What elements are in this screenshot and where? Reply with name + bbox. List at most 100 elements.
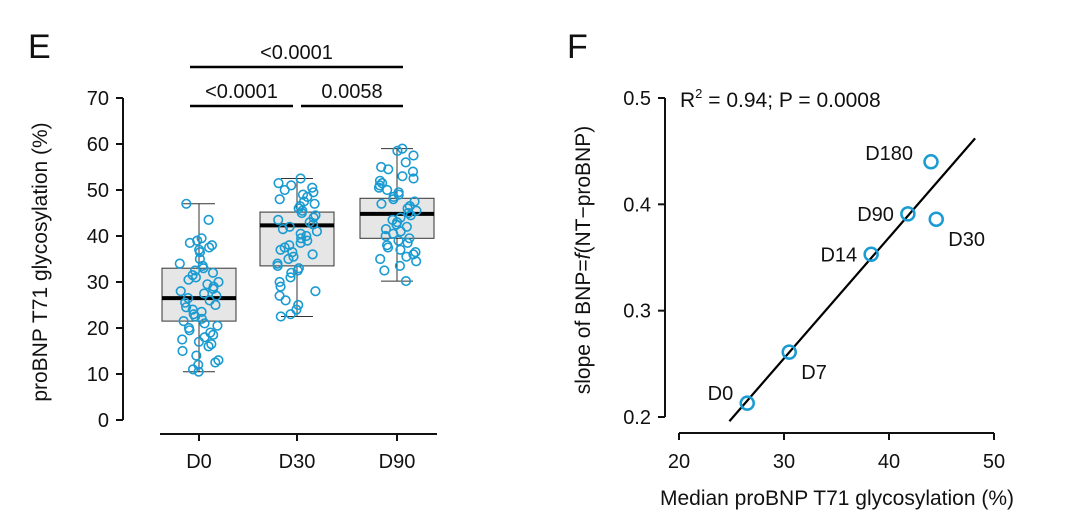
significance-label: 0.0058 bbox=[321, 81, 382, 103]
x-tick-label: 20 bbox=[668, 451, 690, 473]
data-point bbox=[397, 143, 408, 154]
data-point bbox=[184, 237, 195, 248]
point-label: D90 bbox=[857, 204, 894, 226]
y-label-part-1: slope of BNP= bbox=[572, 259, 595, 394]
x-tick-label: D0 bbox=[186, 451, 212, 473]
y-tick-label: 30 bbox=[87, 272, 109, 294]
data-point bbox=[288, 251, 299, 262]
y-tick-label: 0.3 bbox=[623, 301, 651, 323]
data-point bbox=[274, 194, 285, 205]
data-point bbox=[203, 341, 214, 352]
point-label: D7 bbox=[801, 362, 827, 384]
data-point bbox=[302, 235, 313, 246]
data-point bbox=[376, 161, 387, 173]
x-tick-label: 50 bbox=[983, 451, 1005, 473]
panel-e-y-axis: 0 10 20 30 40 50 60 70 bbox=[87, 88, 124, 432]
panel-e-significance: <0.0001 <0.0001 0.0058 bbox=[190, 42, 403, 108]
data-point bbox=[275, 244, 286, 255]
data-point bbox=[272, 260, 283, 272]
regression-line bbox=[728, 137, 976, 422]
data-point bbox=[273, 178, 284, 189]
data-point bbox=[408, 150, 419, 161]
data-point bbox=[309, 198, 320, 209]
data-point bbox=[376, 198, 387, 209]
panel-e-y-axis-label: proBNP T71 glycosylation (%) bbox=[29, 122, 52, 401]
data-point bbox=[395, 244, 406, 255]
data-point bbox=[177, 345, 188, 357]
data-point bbox=[199, 288, 210, 299]
panel-f-fit-line bbox=[728, 137, 976, 422]
data-point bbox=[187, 364, 199, 375]
data-point bbox=[180, 297, 191, 308]
data-point bbox=[175, 286, 186, 297]
data-point bbox=[203, 214, 214, 225]
data-point bbox=[402, 237, 413, 248]
data-point bbox=[274, 276, 285, 288]
point-d7 bbox=[781, 344, 797, 360]
significance-label: <0.0001 bbox=[205, 81, 278, 103]
data-point bbox=[285, 272, 296, 283]
data-point bbox=[296, 207, 307, 219]
data-point bbox=[388, 194, 399, 205]
data-point bbox=[275, 311, 286, 322]
data-point bbox=[177, 334, 188, 345]
data-point bbox=[286, 267, 297, 278]
data-point bbox=[379, 265, 390, 276]
data-point bbox=[310, 286, 321, 297]
data-point bbox=[199, 318, 210, 329]
panel-f-label: F bbox=[567, 28, 588, 66]
panel-f-axes: 0.2 0.3 0.4 0.5 20 30 40 50 bbox=[623, 88, 1005, 473]
data-point bbox=[408, 173, 419, 184]
significance-label: <0.0001 bbox=[260, 42, 333, 64]
data-point bbox=[181, 198, 192, 209]
data-point bbox=[188, 309, 199, 320]
data-point bbox=[404, 233, 415, 244]
panel-e-label: E bbox=[28, 28, 51, 66]
y-label-part-2: f bbox=[572, 251, 595, 259]
y-tick-label: 0.5 bbox=[623, 88, 651, 110]
data-point bbox=[307, 249, 318, 260]
data-point bbox=[403, 207, 414, 219]
panel-f-y-axis-label: slope of BNP=f(NT−proBNP) bbox=[572, 126, 595, 394]
data-point bbox=[212, 320, 223, 331]
data-point bbox=[274, 290, 285, 301]
data-point bbox=[191, 350, 202, 361]
data-point bbox=[279, 184, 290, 196]
data-point bbox=[277, 224, 289, 235]
data-point bbox=[283, 253, 294, 265]
y-tick-label: 20 bbox=[87, 318, 109, 340]
y-tick-label: 0.4 bbox=[623, 194, 651, 216]
y-tick-label: 70 bbox=[87, 88, 109, 110]
data-point bbox=[273, 214, 284, 225]
data-point bbox=[292, 265, 303, 276]
data-point bbox=[293, 299, 304, 311]
panel-e-boxplot: 0 10 20 30 40 50 60 70 D0 D30 D90 <0.0001 <0.0001 0… bbox=[29, 42, 437, 473]
data-point bbox=[393, 235, 404, 246]
data-point bbox=[210, 299, 221, 311]
x-tick-label: 30 bbox=[773, 451, 795, 473]
data-point bbox=[400, 157, 411, 168]
y-tick-label: 50 bbox=[87, 180, 109, 202]
panel-e-points bbox=[174, 143, 422, 377]
data-point bbox=[392, 145, 403, 156]
point-d0 bbox=[739, 395, 755, 411]
data-point bbox=[181, 302, 192, 313]
data-point bbox=[401, 251, 412, 262]
data-point bbox=[295, 173, 306, 184]
data-point bbox=[194, 247, 206, 258]
data-point bbox=[178, 316, 189, 327]
r2-superscript: 2 bbox=[695, 86, 702, 101]
data-point bbox=[207, 267, 219, 278]
y-tick-label: 60 bbox=[87, 134, 109, 156]
data-point bbox=[183, 274, 194, 285]
data-point bbox=[400, 275, 412, 287]
data-point bbox=[193, 366, 204, 377]
panel-f-annotation: R2 = 0.94; P = 0.0008 bbox=[680, 86, 881, 112]
y-tick-label: 10 bbox=[87, 364, 109, 386]
y-tick-label: 0 bbox=[98, 410, 109, 432]
data-point bbox=[310, 210, 321, 221]
x-tick-label: 40 bbox=[878, 451, 900, 473]
point-label: D180 bbox=[865, 143, 913, 165]
